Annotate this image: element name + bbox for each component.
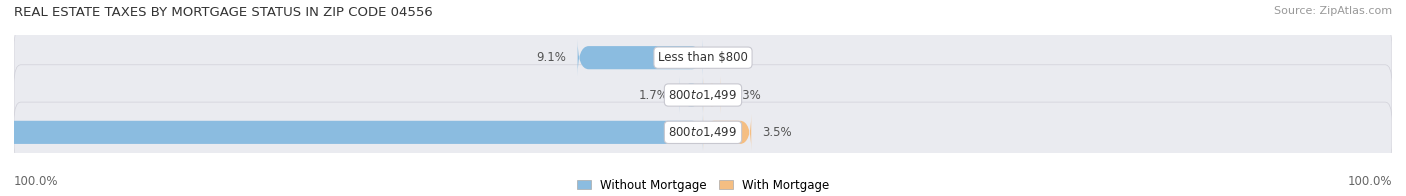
FancyBboxPatch shape (578, 39, 703, 76)
Text: Less than $800: Less than $800 (658, 51, 748, 64)
Legend: Without Mortgage, With Mortgage: Without Mortgage, With Mortgage (576, 179, 830, 192)
Text: $800 to $1,499: $800 to $1,499 (668, 125, 738, 139)
Text: 9.1%: 9.1% (537, 51, 567, 64)
FancyBboxPatch shape (703, 77, 721, 113)
Text: $800 to $1,499: $800 to $1,499 (668, 88, 738, 102)
Text: REAL ESTATE TAXES BY MORTGAGE STATUS IN ZIP CODE 04556: REAL ESTATE TAXES BY MORTGAGE STATUS IN … (14, 6, 433, 19)
Text: 100.0%: 100.0% (14, 175, 59, 188)
FancyBboxPatch shape (14, 27, 1392, 88)
FancyBboxPatch shape (14, 102, 1392, 163)
FancyBboxPatch shape (14, 65, 1392, 125)
FancyBboxPatch shape (679, 77, 703, 113)
Text: 100.0%: 100.0% (1347, 175, 1392, 188)
Text: Source: ZipAtlas.com: Source: ZipAtlas.com (1274, 6, 1392, 16)
Text: 1.7%: 1.7% (638, 89, 669, 102)
Text: 3.5%: 3.5% (762, 126, 792, 139)
Text: 0.0%: 0.0% (714, 51, 744, 64)
Text: 1.3%: 1.3% (733, 89, 762, 102)
FancyBboxPatch shape (703, 114, 751, 151)
FancyBboxPatch shape (0, 114, 703, 151)
